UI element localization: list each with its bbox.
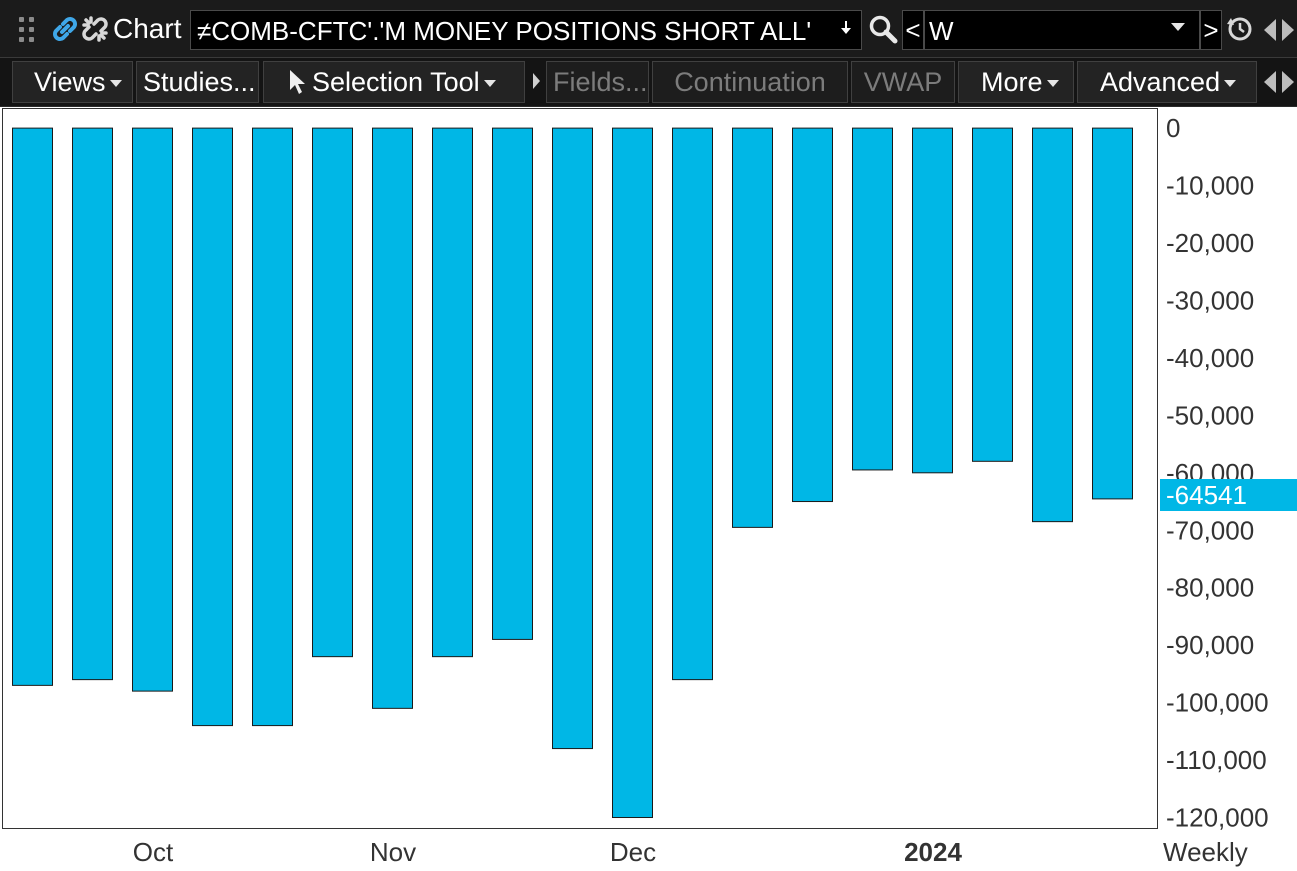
chevron-down-icon <box>483 80 496 88</box>
y-tick-label: -20,000 <box>1166 228 1254 258</box>
x-tick-label: Nov <box>370 837 416 867</box>
periodicity-label[interactable]: Weekly <box>1163 837 1248 867</box>
bar[interactable] <box>312 127 353 658</box>
search-icon[interactable] <box>867 13 899 45</box>
symbol-text: ≠COMB-CFTC'.'M MONEY POSITIONS SHORT ALL… <box>197 16 812 46</box>
vwap-button[interactable]: VWAP <box>851 61 955 103</box>
studies-button[interactable]: Studies... <box>136 61 259 103</box>
views-label: Views <box>34 67 106 97</box>
x-tick-label: 2024 <box>904 837 962 867</box>
last-value-label: -64541 <box>1166 480 1247 510</box>
advanced-button[interactable]: Advanced <box>1077 61 1257 103</box>
chevron-right-icon[interactable] <box>533 73 540 89</box>
bar[interactable] <box>792 127 833 503</box>
bar[interactable] <box>12 127 53 686</box>
bar[interactable] <box>72 127 113 681</box>
y-tick-label: 0 <box>1166 113 1180 143</box>
interval-select[interactable]: W <box>924 10 1200 50</box>
last-value-marker: -64541 <box>1160 479 1297 511</box>
grip-icon[interactable] <box>19 17 39 43</box>
bar[interactable] <box>912 127 953 474</box>
bar[interactable] <box>972 127 1013 462</box>
views-button[interactable]: Views <box>12 61 133 103</box>
x-axis[interactable]: Oct Nov Dec 2024 <box>133 837 963 867</box>
chevron-down-icon <box>1224 80 1237 88</box>
y-tick-label: -110,000 <box>1166 745 1267 775</box>
bar[interactable] <box>132 127 173 692</box>
bar[interactable] <box>1092 127 1133 500</box>
symbol-dropdown-icon[interactable] <box>839 19 853 39</box>
y-tick-label: -70,000 <box>1166 515 1254 545</box>
y-tick-label: -50,000 <box>1166 400 1254 430</box>
bar[interactable] <box>732 127 773 528</box>
unlink-icon[interactable] <box>80 14 110 44</box>
chevron-down-icon <box>109 80 122 88</box>
cursor-icon <box>290 70 305 94</box>
title-bar: Chart ≠COMB-CFTC'.'M MONEY POSITIONS SHO… <box>0 0 1297 58</box>
prev-interval-button[interactable]: < <box>902 10 924 50</box>
interval-dropdown-icon[interactable] <box>1171 23 1185 31</box>
y-tick-label: -40,000 <box>1166 343 1254 373</box>
bar[interactable] <box>432 127 473 658</box>
clock-icon[interactable] <box>1225 14 1253 44</box>
bar[interactable] <box>552 127 593 750</box>
last-value-background <box>1160 479 1297 511</box>
selection-tool-label: Selection Tool <box>312 67 480 97</box>
next-interval-button[interactable]: > <box>1200 10 1222 50</box>
bar[interactable] <box>252 127 293 727</box>
link-icon[interactable] <box>50 14 80 44</box>
bar[interactable] <box>372 127 413 709</box>
y-tick-label: -30,000 <box>1166 285 1254 315</box>
bar[interactable] <box>852 127 893 471</box>
interval-value: W <box>929 16 954 46</box>
y-tick-label: -120,000 <box>1166 803 1269 833</box>
selection-tool-button[interactable]: Selection Tool <box>263 61 525 103</box>
y-axis[interactable]: 0-10,000-20,000-30,000-40,000-50,000-60,… <box>1166 113 1269 832</box>
more-label: More <box>981 67 1043 97</box>
bar[interactable] <box>492 127 533 640</box>
more-button[interactable]: More <box>958 61 1074 103</box>
continuation-button[interactable]: Continuation <box>652 61 848 103</box>
chevron-down-icon <box>1046 80 1059 88</box>
x-tick-label: Dec <box>610 837 656 867</box>
fields-button[interactable]: Fields... <box>546 61 649 103</box>
app-title: Chart <box>113 13 182 44</box>
x-tick-label: Oct <box>133 837 174 867</box>
scroll-arrows-icon[interactable] <box>1262 17 1296 43</box>
bar[interactable] <box>1032 127 1073 523</box>
bar[interactable] <box>192 127 233 727</box>
scroll-arrows-icon[interactable] <box>1262 69 1296 95</box>
bar[interactable] <box>612 127 653 819</box>
y-tick-label: -80,000 <box>1166 573 1254 603</box>
advanced-label: Advanced <box>1100 67 1221 97</box>
y-tick-label: -100,000 <box>1166 688 1269 718</box>
symbol-input[interactable]: ≠COMB-CFTC'.'M MONEY POSITIONS SHORT ALL… <box>190 10 862 50</box>
y-tick-label: -90,000 <box>1166 630 1254 660</box>
toolbar: Views Studies... Selection Tool Fields..… <box>0 58 1297 107</box>
bars-layer <box>12 127 1133 819</box>
bar[interactable] <box>672 127 713 681</box>
y-tick-label: -10,000 <box>1166 171 1254 201</box>
